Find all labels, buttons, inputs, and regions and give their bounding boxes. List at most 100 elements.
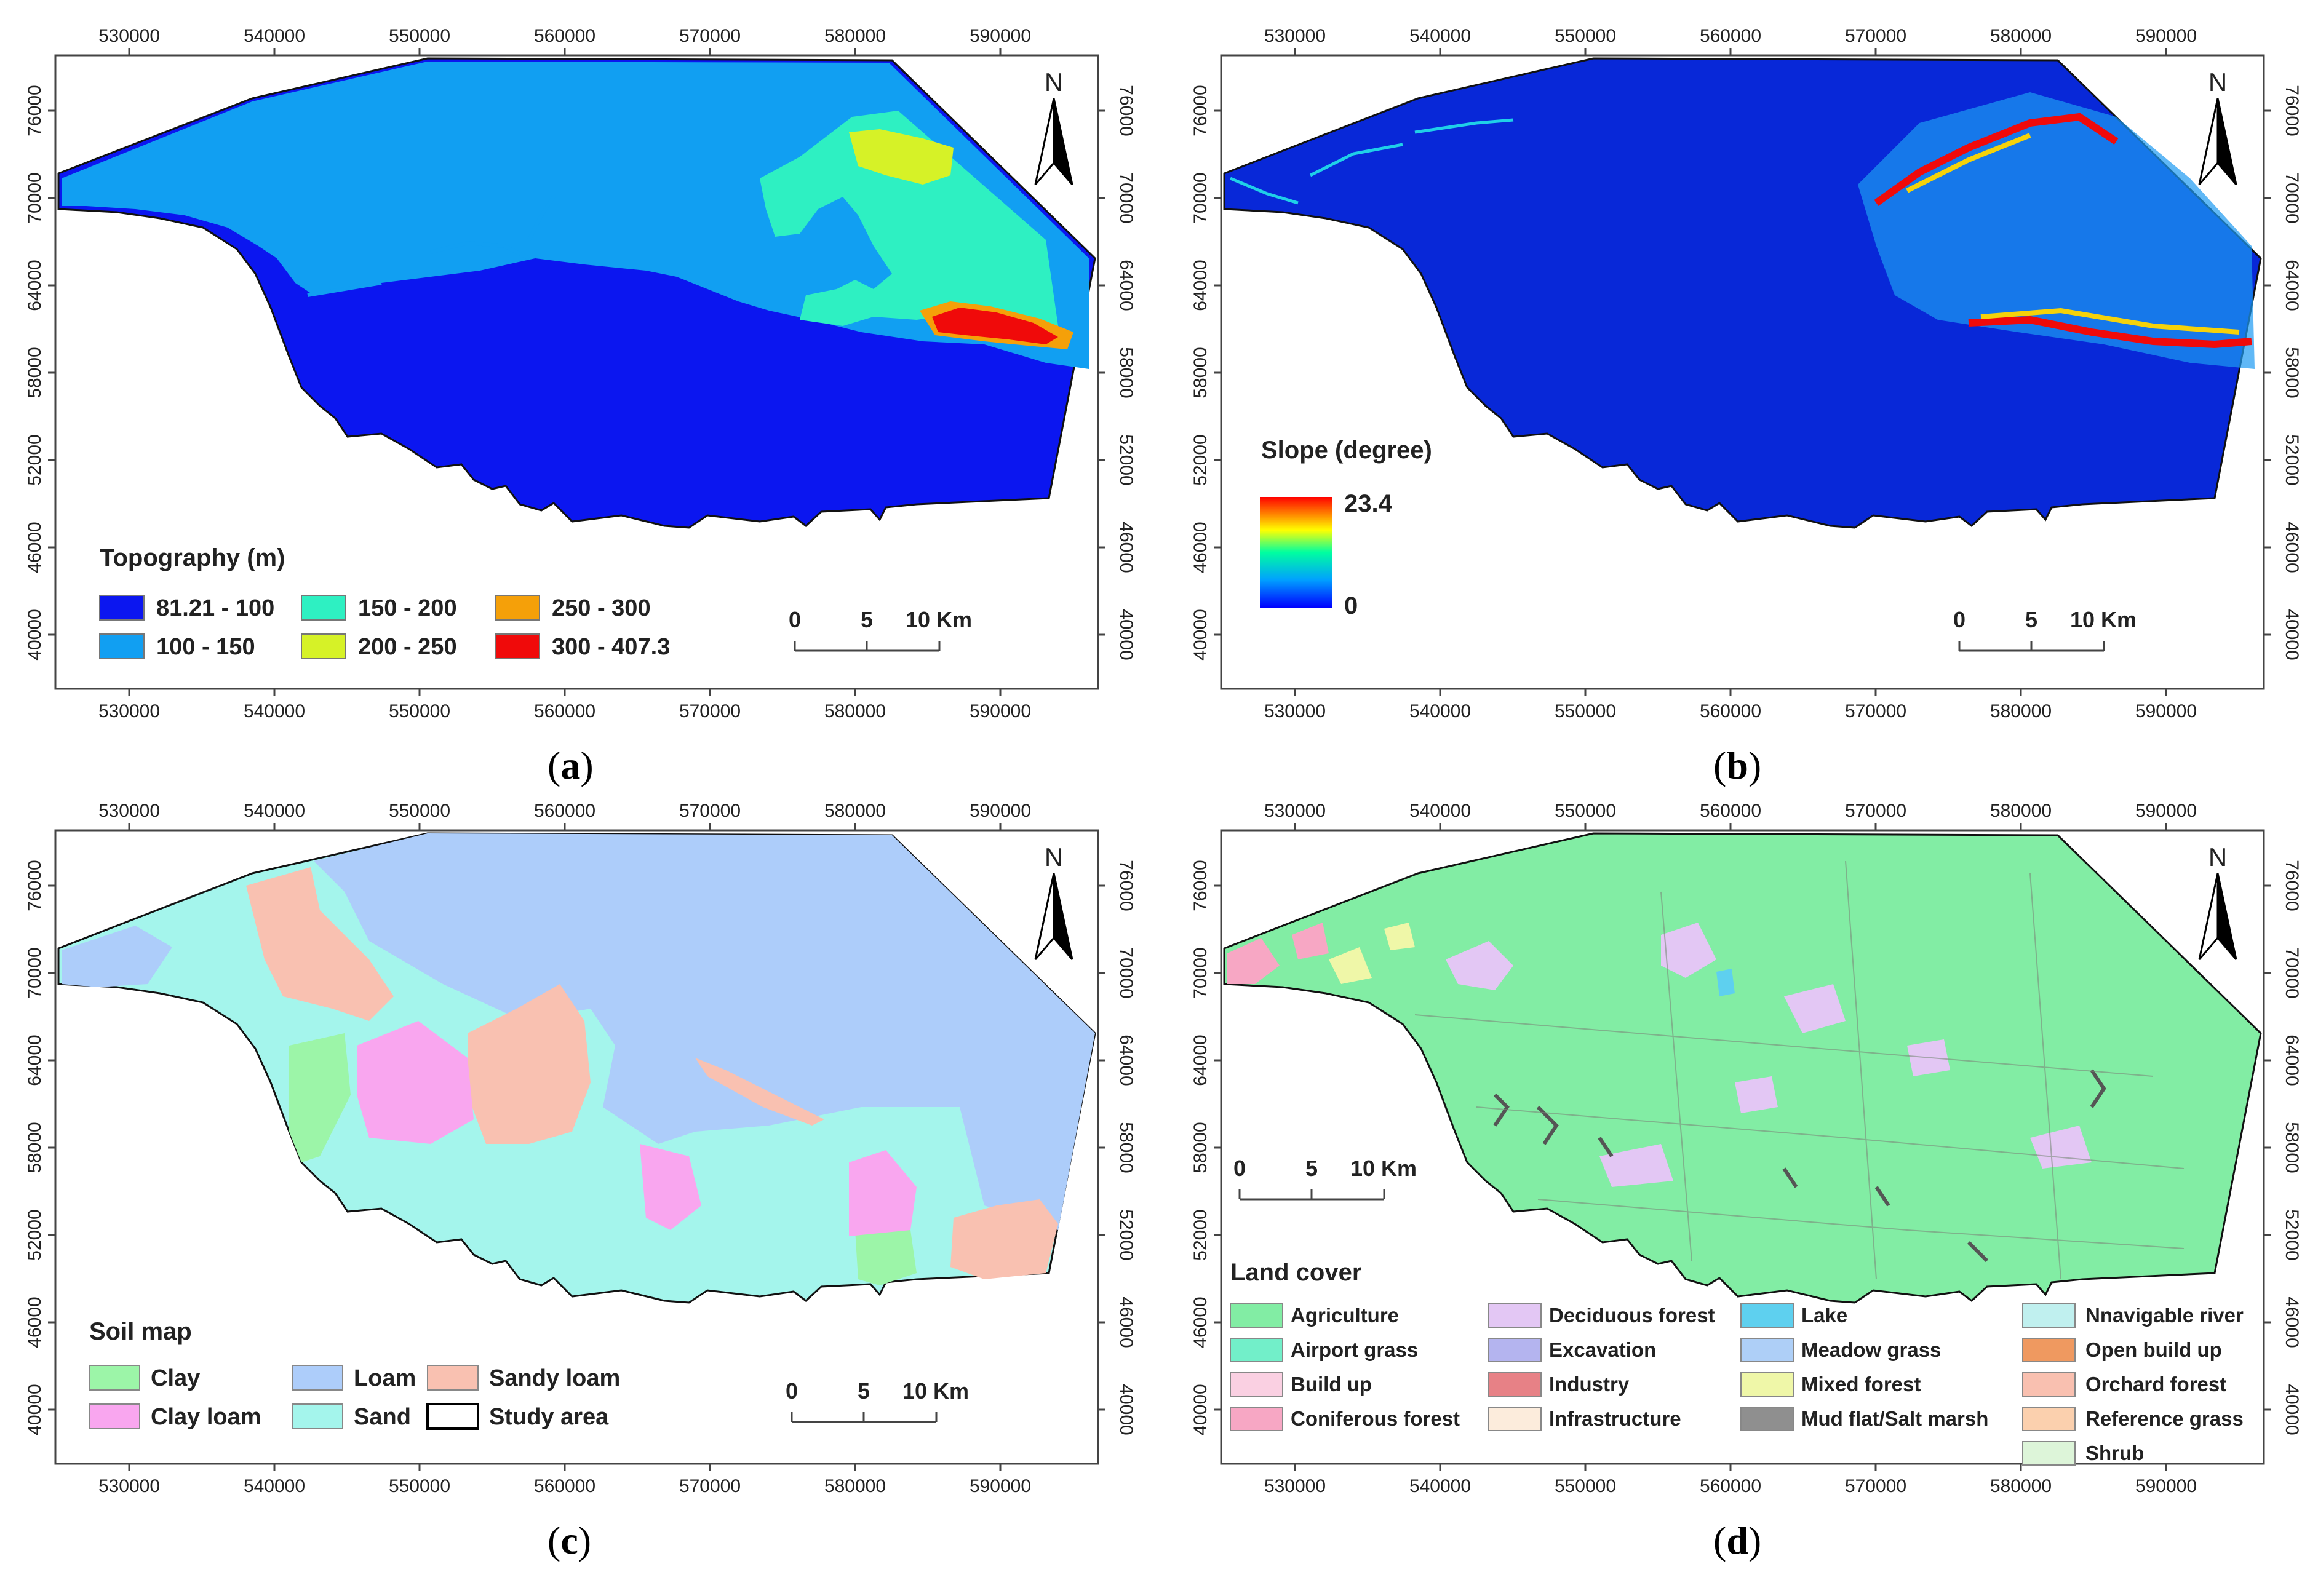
legend-label-a: 250 - 300 [552,595,651,621]
x-tick-label-bottom: 530000 [98,1476,160,1496]
panel-label-a-letter: a [560,744,581,787]
y-tick-label-left: 52000 [1190,1209,1211,1260]
legend-label-d: Agriculture [1291,1304,1399,1327]
landcover-mixed [1329,923,1415,984]
x-tick-label-top: 590000 [970,801,1031,821]
x-tick-label-bottom: 540000 [244,1476,305,1496]
y-tick-label-right: 40000 [2282,1384,2302,1435]
x-tick-label-top: 530000 [1264,26,1326,46]
x-tick-label-top: 570000 [679,26,741,46]
colorbar-max-label: 23.4 [1344,490,1393,517]
y-tick-label-left: 70000 [25,947,45,998]
panel-d [1220,829,2265,1465]
panel-label-c: (c) [548,1519,592,1562]
terrain-300-407 [932,308,1058,344]
y-tick-label-left: 58000 [1190,1122,1211,1173]
legend-swatch-d [1230,1303,1283,1328]
legend-label-d: Orchard forest [2085,1373,2226,1396]
x-tick-label-bottom: 590000 [2135,1476,2197,1496]
x-tick-label-bottom: 590000 [2135,701,2197,721]
legend-label-d: Airport grass [1291,1338,1418,1361]
legend-label-d: Deciduous forest [1549,1304,1715,1327]
y-tick-label-left: 40000 [1190,1384,1211,1435]
landcover-mudflat [1493,1069,2106,1263]
x-tick-label-bottom: 550000 [1555,1476,1616,1496]
y-tick-label-left: 46000 [1190,1296,1211,1348]
legend-label-d: Shrub [2085,1442,2144,1464]
y-tick-label-right: 64000 [2282,1034,2302,1086]
x-tick-label-bottom: 560000 [1700,1476,1761,1496]
x-tick-label-top: 580000 [1990,801,2052,821]
legend-swatch-d [2022,1441,2076,1466]
north-label: N [2208,843,2227,871]
scalebar-a-ten: 10 Km [906,607,972,632]
y-tick-label-right: 52000 [2282,434,2302,485]
legend-swatch-a [99,633,145,659]
y-tick-label-right: 76000 [2282,85,2302,136]
legend-swatch-d [1740,1407,1794,1431]
x-tick-label-bottom: 590000 [970,701,1031,721]
x-tick-label-top: 540000 [1409,801,1471,821]
y-tick-label-right: 70000 [2282,172,2302,223]
y-tick-label-left: 52000 [25,1209,45,1260]
legend-label-a: 200 - 250 [358,634,457,660]
scalebar-b-ten: 10 Km [2070,607,2137,632]
landcover-boundaries [1414,860,2185,1280]
x-tick-label-bottom: 570000 [1845,701,1906,721]
north-label: N [2208,68,2227,97]
panel-b [1220,54,2265,690]
x-tick-label-bottom: 530000 [98,701,160,721]
legend-swatch-c [292,1365,343,1391]
y-tick-label-right: 46000 [1116,522,1136,573]
legend-label-d: Meadow grass [1801,1338,1941,1361]
soil-sandy-loam [468,984,591,1144]
y-tick-label-right: 46000 [2282,522,2302,573]
y-tick-label-right: 52000 [1116,434,1136,485]
x-tick-label-bottom: 530000 [1264,1476,1326,1496]
y-tick-label-left: 58000 [1190,347,1211,398]
panel-label-c-letter: c [560,1519,578,1562]
y-tick-label-right: 64000 [1116,260,1136,311]
x-tick-label-top: 530000 [98,26,160,46]
scalebar-d-zero: 0 [1233,1156,1246,1181]
slope-medium [1858,92,2255,369]
terrain-200-250 [849,129,954,185]
y-tick-label-right: 76000 [1116,860,1136,911]
x-tick-label-top: 540000 [244,801,305,821]
y-tick-label-left: 76000 [25,85,45,136]
panel-label-b-letter: b [1726,744,1748,787]
legend-label-d: Mud flat/Salt marsh [1801,1407,1988,1430]
x-tick-label-bottom: 540000 [1409,701,1471,721]
x-tick-label-top: 540000 [244,26,305,46]
soil-clay [855,1230,917,1285]
x-tick-label-bottom: 550000 [1555,701,1616,721]
y-tick-label-right: 40000 [1116,609,1136,660]
y-tick-label-left: 46000 [25,1296,45,1348]
x-tick-label-bottom: 540000 [244,701,305,721]
x-tick-label-bottom: 560000 [1700,701,1761,721]
panel-label-d-letter: d [1726,1519,1748,1562]
legend-label-d: Lake [1801,1304,1847,1327]
y-tick-label-right: 58000 [1116,347,1136,398]
legend-label-c: Study area [489,1404,609,1430]
x-tick-label-top: 560000 [534,801,595,821]
x-tick-label-top: 550000 [1555,801,1616,821]
legend-label-d: Reference grass [2085,1407,2244,1430]
x-tick-label-top: 590000 [2135,26,2197,46]
legend-swatch-d [1488,1407,1542,1431]
north-label: N [1045,68,1063,97]
legend-title-b: Slope (degree) [1261,437,1432,464]
legend-label-a: 100 - 150 [156,634,255,660]
soil-loam [314,833,1095,1230]
scalebar-a-five: 5 [861,607,873,632]
x-tick-label-top: 550000 [389,26,450,46]
y-tick-label-right: 64000 [2282,260,2302,311]
x-tick-label-bottom: 580000 [824,1476,886,1496]
panel-label-b: (b) [1713,744,1762,787]
y-tick-label-right: 52000 [1116,1209,1136,1260]
x-tick-label-bottom: 560000 [534,1476,595,1496]
y-tick-label-right: 40000 [2282,609,2302,660]
x-tick-label-bottom: 580000 [1990,701,2052,721]
soil-sandy-loam [695,1058,824,1126]
